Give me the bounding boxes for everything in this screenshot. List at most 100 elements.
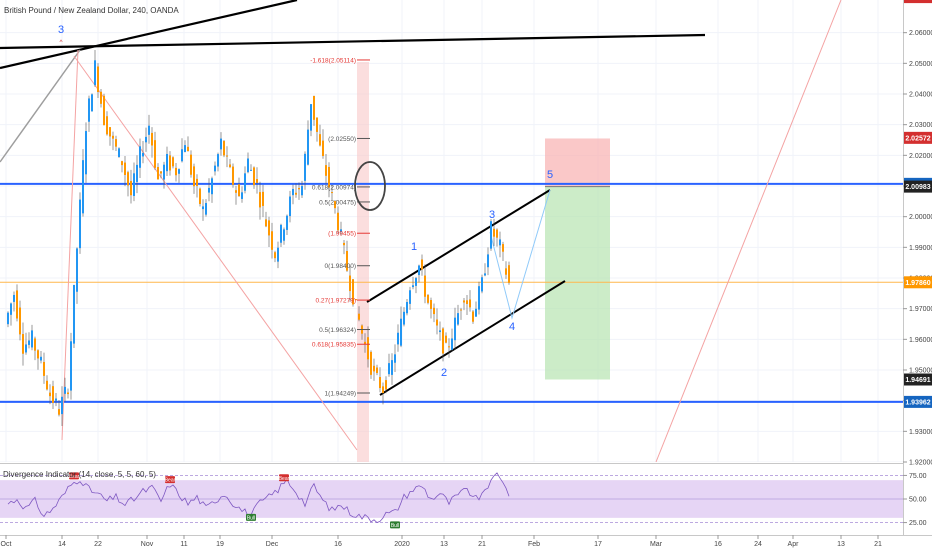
oscillator-pane[interactable]: Bear Bear Bull Bear Bull — [0, 472, 903, 529]
y-tick-label: 1.96000 — [909, 337, 932, 344]
candle — [454, 317, 456, 341]
candle — [166, 153, 168, 172]
candle — [28, 340, 30, 345]
candle — [46, 380, 48, 390]
candle — [481, 277, 483, 292]
chart-title: British Pound / New Zealand Dollar, 240,… — [4, 6, 179, 15]
trendlines-layer — [0, 0, 842, 462]
signal-label: Bear — [279, 476, 290, 482]
y-tick-label: 2.05000 — [909, 61, 932, 68]
candle — [214, 165, 216, 172]
long-trendline — [0, 33, 706, 50]
signal-badge — [279, 474, 289, 482]
time-scale[interactable]: Oct 14 22 Nov 11 19 Dec 16 2020 13 21 Feb 17 Mar 16 24 A… — [1, 535, 882, 548]
candle — [439, 330, 441, 333]
y-tick-label: 2.03000 — [909, 122, 932, 129]
x-tick-label: Dec — [266, 541, 279, 548]
candle — [169, 155, 171, 171]
candle — [262, 191, 264, 206]
candle — [451, 338, 453, 350]
fib-label: 0.618(2.00974) — [312, 184, 356, 191]
x-tick-label: Apr — [788, 541, 800, 548]
candle — [121, 161, 123, 166]
candle — [268, 220, 270, 236]
price-badge-label: 2.07157 — [905, 0, 930, 2]
candle — [202, 206, 204, 210]
candle — [115, 139, 117, 147]
fib-label: 1(1.94249) — [325, 391, 356, 398]
candle — [424, 275, 426, 297]
fib-label: -1.618(2.05114) — [310, 57, 356, 64]
candle — [13, 294, 15, 302]
candle — [100, 91, 102, 104]
candle — [412, 285, 414, 288]
price-pane[interactable]: -1.618(2.05114) (2.02550) 0.618(2.00974) 0.… — [0, 0, 903, 462]
signal-badge — [390, 521, 400, 529]
y-tick-label: 1.95000 — [909, 368, 932, 375]
x-tick-label: 16 — [714, 541, 722, 548]
stop-loss-zone — [545, 138, 610, 187]
wave-label: 5 — [547, 169, 553, 181]
candle — [352, 279, 354, 305]
candle — [328, 166, 330, 188]
candles-layer — [7, 49, 510, 426]
candle — [487, 254, 489, 268]
signal-label: Bear — [165, 478, 176, 484]
osc-tick-label: 50.00 — [909, 497, 927, 504]
candle — [211, 178, 213, 195]
wave-label: 3 — [58, 24, 64, 36]
red-thin-line — [73, 55, 358, 451]
candle — [112, 135, 114, 139]
fib-label: 0.618(1.95835) — [312, 342, 356, 349]
candle — [298, 187, 300, 190]
zones-layer — [357, 62, 610, 462]
candle — [319, 134, 321, 146]
candle — [490, 221, 492, 249]
candle — [478, 286, 480, 310]
candle — [178, 169, 180, 174]
candle — [367, 337, 369, 360]
candle — [505, 268, 507, 275]
candle — [373, 365, 375, 372]
candle — [181, 149, 183, 162]
price-badge — [904, 180, 932, 193]
candle — [493, 228, 495, 237]
x-tick-label: Nov — [141, 541, 154, 548]
candle — [172, 157, 174, 167]
candle — [466, 300, 468, 304]
oscillator-scale[interactable]: 75.00 50.00 25.00 — [903, 473, 927, 527]
y-tick-label: 2.06000 — [909, 30, 932, 37]
candle — [157, 166, 159, 180]
candle — [475, 308, 477, 317]
steep-trendline — [0, 0, 298, 70]
candle — [304, 153, 306, 181]
candle — [271, 231, 273, 250]
candle — [400, 318, 402, 346]
candle — [10, 303, 12, 315]
candle — [136, 164, 138, 182]
candle — [250, 169, 252, 171]
candle — [310, 104, 312, 131]
candle — [118, 148, 120, 157]
oscillator-title: Divergence Indicator (14, close, 5, 5, 6… — [3, 470, 156, 479]
candle — [196, 178, 198, 186]
candle — [460, 309, 462, 311]
candle — [40, 356, 42, 361]
y-tick-label: 2.02000 — [909, 153, 932, 160]
candle — [283, 229, 285, 241]
price-badge-label: 1.97860 — [905, 280, 930, 287]
x-tick-label: 16 — [334, 541, 342, 548]
signal-badge — [69, 472, 79, 480]
candle — [253, 167, 255, 186]
candle — [385, 380, 387, 390]
candle — [265, 219, 267, 227]
candle — [142, 152, 144, 157]
candle — [229, 164, 231, 168]
candle — [163, 164, 165, 180]
wave-label: 3 — [489, 209, 495, 221]
candle — [397, 332, 399, 345]
price-badge — [904, 0, 932, 4]
wave-projection — [489, 189, 551, 320]
candle — [109, 127, 111, 137]
